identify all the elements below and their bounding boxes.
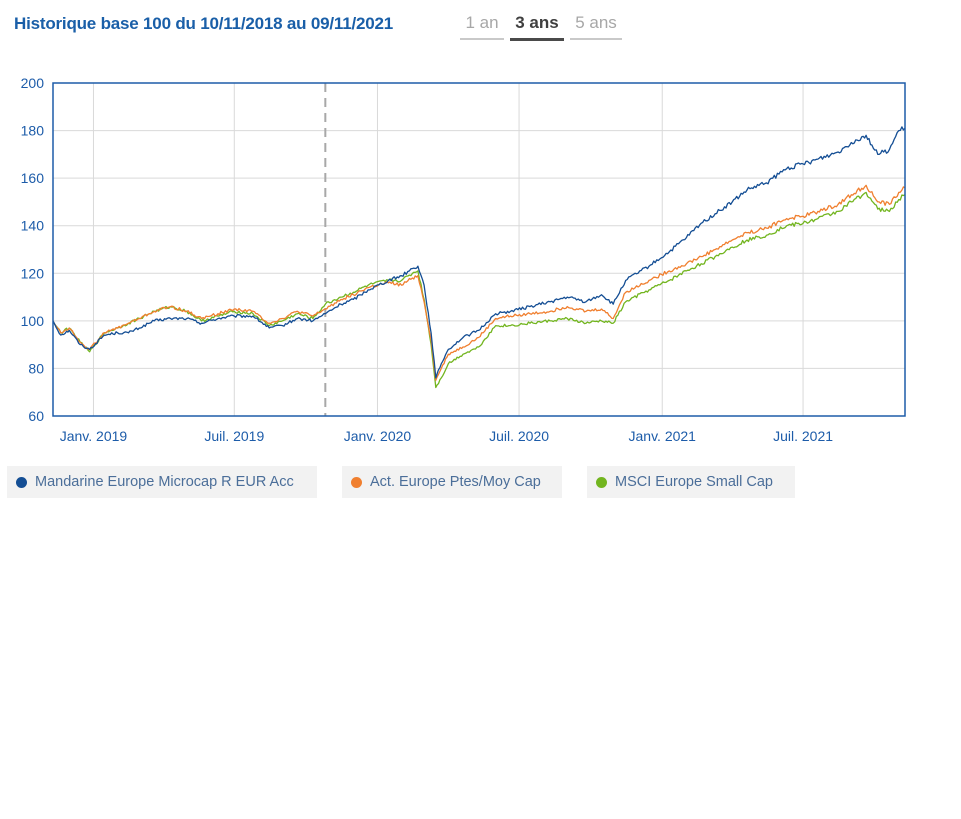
- plot-frame: [52, 82, 906, 417]
- tab-1-an[interactable]: 1 an: [460, 10, 504, 40]
- series-line-1: [52, 184, 906, 381]
- y-tick-label: 100: [21, 313, 45, 329]
- legend-item-mandarine[interactable]: Mandarine Europe Microcap R EUR Acc: [7, 466, 317, 498]
- y-tick-label: 60: [28, 408, 44, 424]
- x-tick-label: Janv. 2020: [344, 428, 412, 444]
- series-line-2: [52, 191, 906, 389]
- legend-dot-msci: [596, 477, 607, 488]
- y-tick-label: 200: [21, 75, 45, 91]
- y-tick-label: 80: [28, 360, 44, 376]
- legend-item-msci[interactable]: MSCI Europe Small Cap: [587, 466, 795, 498]
- y-tick-label: 140: [21, 218, 45, 234]
- x-tick-label: Juil. 2020: [489, 428, 549, 444]
- y-tick-label: 160: [21, 170, 45, 186]
- y-tick-label: 180: [21, 123, 45, 139]
- x-tick-label: Janv. 2021: [629, 428, 697, 444]
- legend-label-msci: MSCI Europe Small Cap: [615, 474, 773, 490]
- x-tick-label: Juil. 2021: [773, 428, 833, 444]
- x-tick-label: Janv. 2019: [60, 428, 128, 444]
- legend-dot-mandarine: [16, 477, 27, 488]
- chart-title: Historique base 100 du 10/11/2018 au 09/…: [14, 14, 394, 33]
- series-line-0: [52, 126, 906, 379]
- legend-item-act-europe[interactable]: Act. Europe Ptes/Moy Cap: [342, 466, 562, 498]
- legend-label-mandarine: Mandarine Europe Microcap R EUR Acc: [35, 474, 294, 490]
- y-tick-label: 120: [21, 265, 45, 281]
- legend-dot-act-europe: [351, 477, 362, 488]
- tab-5-ans[interactable]: 5 ans: [570, 10, 622, 40]
- x-tick-label: Juil. 2019: [204, 428, 264, 444]
- tab-3-ans[interactable]: 3 ans: [510, 10, 564, 41]
- legend-label-act-europe: Act. Europe Ptes/Moy Cap: [370, 474, 541, 490]
- line-chart: 60 80 100 120 140 160 180 200 Janv. 2019 Juil. 20…: [21, 75, 906, 444]
